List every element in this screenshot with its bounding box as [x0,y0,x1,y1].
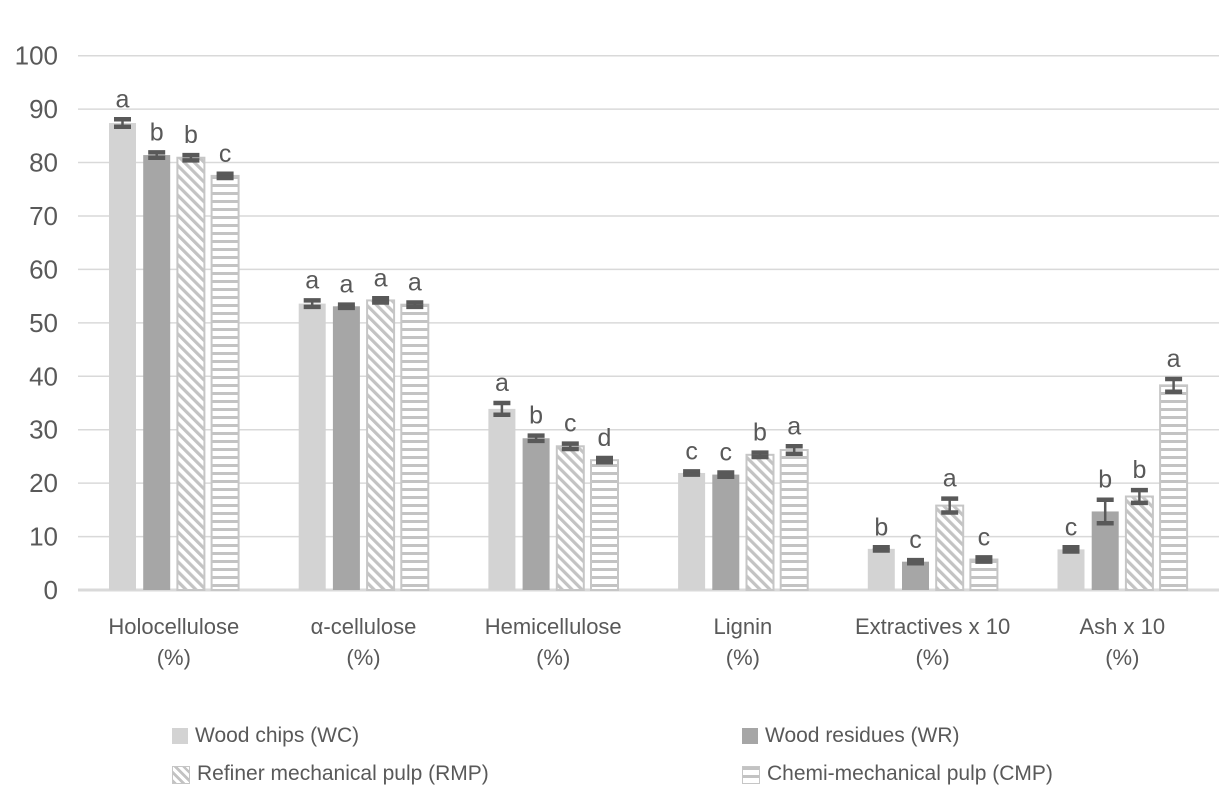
sig-letter: c [564,410,577,438]
category-label: Extractives x 10 [855,614,1010,639]
sig-letter: b [874,513,888,541]
category-label: Ash x 10 [1079,614,1165,639]
y-tick-label: 0 [44,575,58,605]
bar [1124,495,1154,591]
bar [488,408,516,590]
bar [1159,384,1189,591]
y-tick-label: 60 [29,254,58,284]
sig-letter: c [1065,513,1078,541]
sig-letter: a [787,412,801,440]
legend-label: Refiner mechanical pulp (RMP) [197,762,489,785]
bar [745,453,775,592]
category-label-unit: (%) [726,645,760,670]
bar [522,438,550,590]
bar [298,303,326,590]
sig-letter: b [184,121,198,149]
legend-swatch [172,728,188,744]
bar [867,548,895,590]
y-tick-label: 100 [15,41,58,71]
category-label-unit: (%) [915,645,949,670]
legend-swatch [172,766,190,784]
category-label-unit: (%) [1105,645,1139,670]
legend-swatch [742,766,760,784]
category-label: Hemicellulose [485,614,622,639]
bar [400,303,430,591]
sig-letter: a [339,271,353,299]
bar [712,474,740,590]
y-tick-label: 30 [29,415,58,445]
legend-item: Chemi-mechanical pulp (CMP) [742,762,1053,786]
legend-item: Wood residues (WR) [742,724,960,748]
bar [902,561,929,590]
legend-item: Wood chips (WC) [172,724,359,748]
sig-letter: a [943,465,957,493]
sig-letter: c [219,140,232,168]
bar [590,459,619,591]
bar [555,445,585,591]
legend-item: Refiner mechanical pulp (RMP) [172,762,489,786]
bar [210,174,240,591]
category-label: α-cellulose [311,614,417,639]
category-label-unit: (%) [346,645,380,670]
bar [109,123,136,591]
sig-letter: a [305,266,319,294]
bar [779,449,809,591]
sig-letter: c [909,526,922,554]
y-tick-label: 20 [29,468,58,498]
y-tick-label: 90 [29,94,58,124]
sig-letter: b [1132,456,1146,484]
category-label-unit: (%) [157,645,191,670]
y-tick-label: 80 [29,148,58,178]
y-tick-label: 40 [29,361,58,391]
legend-label: Wood residues (WR) [765,724,960,747]
sig-letter: a [408,269,422,297]
y-tick-label: 70 [29,201,58,231]
sig-letter: b [1098,466,1112,494]
legend-label: Wood chips (WC) [195,724,360,747]
category-label: Holocellulose [108,614,239,639]
category-label: Lignin [714,614,773,639]
sig-letter: b [753,419,767,447]
sig-letter: d [598,424,612,452]
category-label-unit: (%) [536,645,570,670]
legend-swatch [742,728,758,744]
bar [176,156,206,591]
bar [332,306,360,590]
bar [143,155,171,590]
bar [969,558,999,592]
bar [935,504,965,591]
y-tick-label: 10 [29,522,58,552]
sig-letter: c [978,523,991,551]
sig-letter: a [374,264,388,292]
sig-letter: b [150,118,164,146]
bar [1057,549,1085,590]
sig-letter: c [720,438,733,466]
y-tick-label: 50 [29,308,58,338]
bar [366,299,396,591]
sig-letter: b [529,402,543,430]
sig-letter: a [1167,345,1181,373]
sig-letter: a [495,369,509,397]
bar [678,472,706,590]
sig-letter: a [116,85,130,113]
sig-letter: c [685,437,698,465]
legend-label: Chemi-mechanical pulp (CMP) [767,762,1053,785]
